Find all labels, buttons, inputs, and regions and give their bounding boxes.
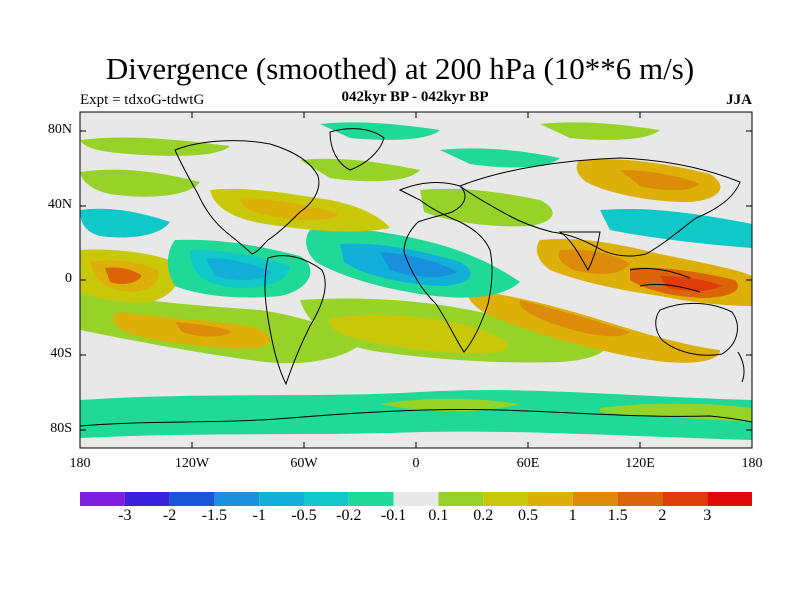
colorbar-box-3 (214, 492, 260, 506)
divergence-field (80, 122, 752, 440)
colorbar-label: 1 (568, 507, 577, 524)
lat-label-80n: 80N (47, 122, 72, 137)
colorbar (80, 492, 752, 506)
lon-label-60w: 60W (290, 456, 318, 471)
map-title: Divergence (smoothed) at 200 hPa (10**6 … (105, 51, 695, 86)
colorbar-box-11 (572, 492, 618, 506)
colorbar-label: -3 (118, 507, 132, 524)
lon-label-180e: 180 (741, 456, 763, 471)
colorbar-label: 0.1 (428, 507, 449, 524)
colorbar-label: 3 (703, 507, 712, 524)
colorbar-box-13 (662, 492, 708, 506)
experiment-label: Expt = tdxoG-tdwtG (80, 92, 205, 108)
colorbar-label: 0.5 (518, 507, 538, 524)
colorbar-box-6 (348, 492, 394, 506)
colorbar-box-5 (304, 492, 349, 506)
lat-label-40s: 40S (50, 346, 72, 361)
lat-label-40n: 40N (47, 197, 72, 212)
axis-ticks (80, 112, 752, 448)
colorbar-box-2 (169, 492, 215, 506)
lon-label-120w: 120W (174, 456, 210, 471)
colorbar-box-9 (483, 492, 528, 506)
colorbar-label: 2 (658, 507, 667, 524)
period-label: 042kyr BP - 042kyr BP (341, 89, 489, 105)
colorbar-label: -0.1 (380, 507, 407, 524)
colorbar-box-1 (124, 492, 170, 506)
colorbar-label: -0.2 (336, 507, 362, 524)
lon-label-60e: 60E (516, 456, 540, 471)
colorbar-box-12 (617, 492, 663, 506)
colorbar-box-14 (707, 492, 752, 506)
colorbar-label: -0.5 (291, 507, 317, 524)
colorbar-box-7 (393, 492, 439, 506)
colorbar-box-0 (80, 492, 125, 506)
coastlines (80, 128, 752, 427)
colorbar-label: 1.5 (607, 507, 628, 524)
colorbar-label: -1.5 (201, 507, 228, 524)
lon-label-180w: 180 (69, 456, 91, 471)
colorbar-label: 0.2 (473, 507, 494, 524)
lat-label-80s: 80S (50, 421, 72, 436)
colorbar-box-4 (259, 492, 304, 506)
colorbar-label: -2 (162, 507, 177, 524)
lat-label-0: 0 (65, 271, 72, 286)
colorbar-box-10 (528, 492, 573, 506)
colorbar-label: -1 (252, 507, 266, 524)
colorbar-box-8 (438, 492, 484, 506)
lon-label-0: 0 (412, 456, 420, 471)
lon-label-120e: 120E (625, 456, 655, 471)
season-label: JJA (726, 92, 752, 108)
